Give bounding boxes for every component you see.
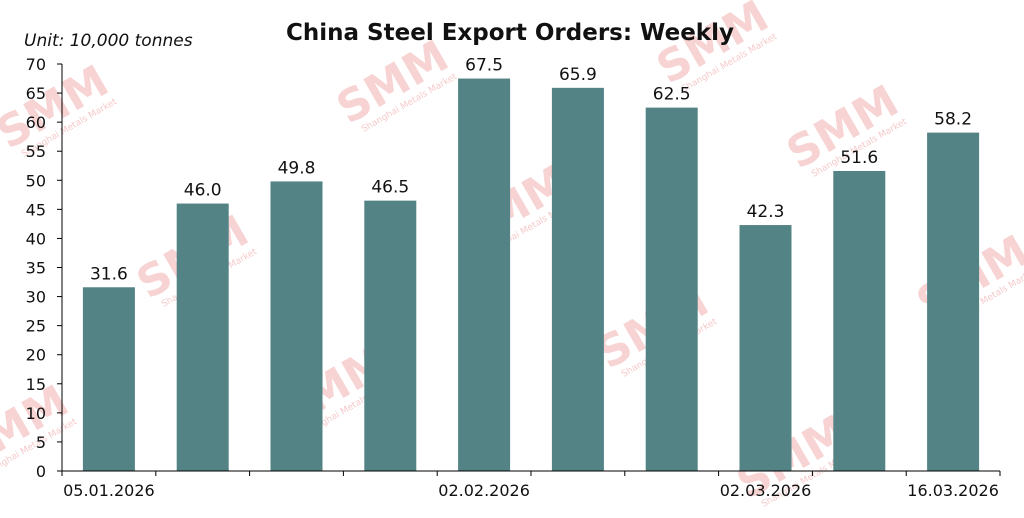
bar [82, 287, 135, 471]
data-label: 65.9 [559, 65, 597, 85]
data-label: 46.5 [371, 178, 409, 198]
data-label: 31.6 [90, 264, 128, 284]
data-label: 67.5 [465, 56, 503, 76]
y-tick-label: 70 [26, 55, 46, 74]
y-tick-label: 55 [26, 142, 46, 161]
bar [551, 87, 604, 472]
x-tick-label: 16.03.2026 [907, 481, 999, 500]
y-tick-label: 10 [26, 404, 46, 423]
data-label: 42.3 [747, 202, 785, 222]
bar [176, 203, 229, 472]
bar [364, 200, 417, 471]
data-label: 58.2 [934, 110, 972, 130]
data-labels: 31.6 46.0 49.8 46.5 67.5 65.9 62.5 42.3 51.6 58.2 [90, 56, 972, 285]
bar [833, 170, 886, 472]
y-tick-label: 60 [26, 113, 46, 132]
y-tick-label: 45 [26, 200, 46, 219]
bar [270, 181, 323, 471]
data-label: 51.6 [840, 148, 878, 168]
data-label: 46.0 [184, 181, 222, 201]
y-tick-label: 5 [36, 433, 46, 452]
x-tick-label: 02.02.2026 [438, 481, 530, 500]
y-tick-label: 25 [26, 317, 46, 336]
x-tick-label: 02.03.2026 [720, 481, 812, 500]
y-tick-label: 35 [26, 259, 46, 278]
bar [927, 132, 980, 471]
x-axis: 05.01.2026 02.02.2026 02.03.2026 16.03.2026 [61, 470, 1001, 500]
y-tick-label: 30 [26, 288, 46, 307]
data-label: 62.5 [653, 85, 691, 105]
bar [645, 107, 698, 471]
data-label: 49.8 [278, 158, 316, 178]
y-tick-label: 40 [26, 229, 46, 248]
bar [458, 78, 511, 472]
y-tick-label: 20 [26, 346, 46, 365]
y-tick-label: 15 [26, 375, 46, 394]
chart-title: China Steel Export Orders: Weekly [286, 20, 734, 46]
unit-label: Unit: 10,000 tonnes [24, 31, 193, 51]
y-axis: 0 5 10 15 20 25 30 35 40 45 50 55 60 65 70 [26, 55, 63, 481]
x-tick-label: 05.01.2026 [63, 481, 155, 500]
bar [739, 225, 792, 471]
y-tick-label: 0 [36, 462, 46, 481]
y-tick-label: 65 [26, 84, 46, 103]
y-tick-label: 50 [26, 171, 46, 190]
bars [82, 78, 980, 472]
